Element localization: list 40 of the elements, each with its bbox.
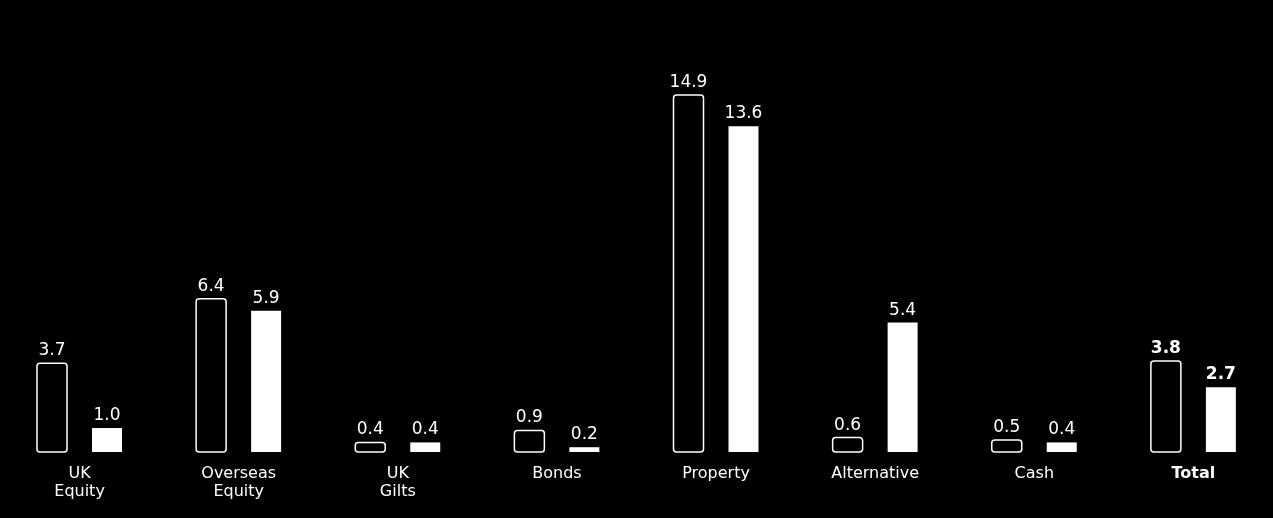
bar [728,126,759,452]
x-tick-label: Cash [1014,463,1055,482]
data-label: 0.4 [1048,418,1076,439]
x-tick-label: Property [682,463,750,482]
data-label: 3.8 [1150,336,1181,357]
data-label: 0.4 [356,418,384,439]
data-label: 1.0 [93,404,121,425]
data-label: 0.6 [834,413,862,434]
bar [354,441,386,453]
bar [513,429,546,453]
bar [991,439,1023,453]
bar [1046,442,1077,452]
bar [251,310,282,452]
bar [195,297,227,453]
bar [36,362,68,453]
bar [672,94,705,453]
data-label: 0.9 [515,406,543,427]
data-label: 5.4 [889,298,917,319]
bar [92,428,122,452]
x-tick-label: Overseas Equity [201,463,277,500]
data-label: 2.7 [1205,363,1236,384]
x-tick-label: Bonds [532,463,582,482]
bar [1205,387,1236,452]
x-tick-label: Total [1171,463,1216,482]
data-label: 0.5 [993,416,1021,437]
x-tick-label: UK Equity [54,463,105,500]
bar [569,447,600,452]
bar [410,442,441,452]
data-label: 14.9 [669,71,708,91]
x-tick-label: Alternative [831,463,920,482]
data-label: 6.4 [197,274,225,295]
bar [1150,360,1182,453]
bar [887,322,918,452]
x-tick-label: UK Gilts [379,463,416,500]
data-label: 0.4 [411,418,439,439]
data-label: 0.2 [570,423,598,444]
data-label: 5.9 [252,286,280,307]
bar [831,436,864,453]
data-label: 3.7 [38,339,66,360]
data-label: 13.6 [724,102,763,123]
